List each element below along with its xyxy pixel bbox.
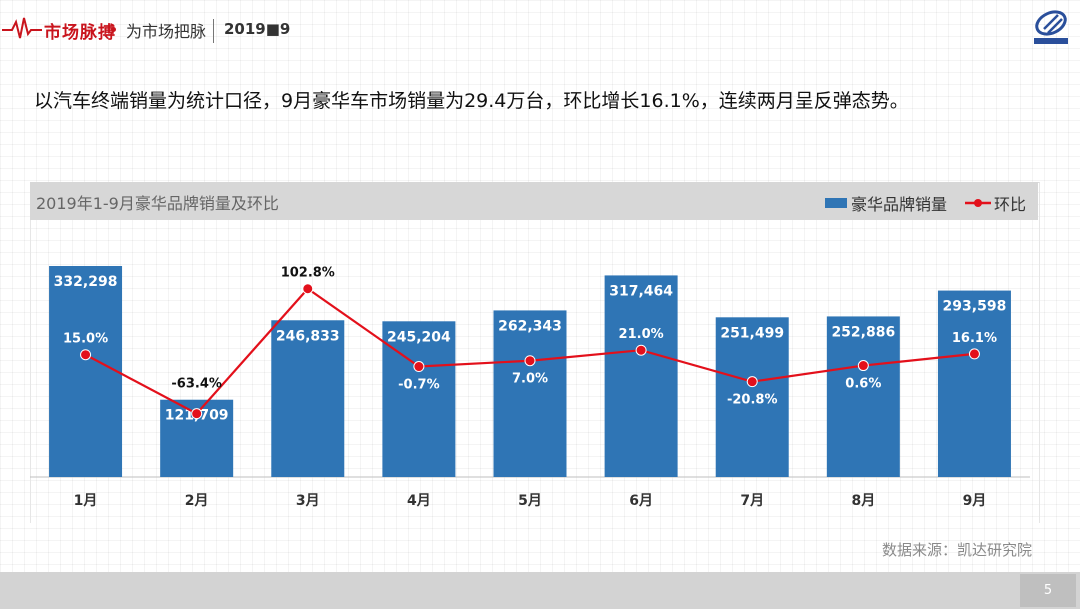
mom-point-7: [746, 376, 758, 388]
legend-item-sales: 豪华品牌销量: [824, 191, 947, 215]
mom-value-label: 7.0%: [512, 372, 548, 387]
x-tick-label: 6月: [629, 493, 653, 509]
bar-8: [826, 316, 900, 477]
mom-value-label: -0.7%: [398, 378, 439, 393]
bar-value-label: 245,204: [387, 329, 451, 345]
bar-1: [49, 266, 123, 477]
mom-point-2: [191, 408, 203, 420]
bar-value-label: 332,298: [54, 274, 118, 290]
mom-point-4: [413, 361, 425, 373]
legend-label-sales: 豪华品牌销量: [850, 195, 947, 214]
legend-label-mom: 环比: [993, 195, 1026, 214]
bar-6: [604, 275, 678, 477]
mom-point-8: [857, 360, 869, 372]
x-tick-label: 1月: [74, 493, 98, 509]
pulse-icon: [2, 17, 42, 39]
headline: 以汽车终端销量为统计口径，9月豪华车市场销量为29.4万台，环比增长16.1%，…: [34, 90, 909, 112]
mom-value-label: -20.8%: [727, 393, 778, 408]
legend-item-mom: 环比: [964, 191, 1026, 215]
mom-value-label: -63.4%: [171, 377, 222, 392]
bar-value-label: 246,833: [276, 328, 340, 344]
x-tick-label: 9月: [963, 493, 987, 509]
company-logo-icon: [1034, 10, 1068, 44]
bar-value-label: 317,464: [609, 283, 673, 299]
header-divider: [213, 19, 214, 43]
x-tick-label: 5月: [518, 493, 542, 509]
bar-3: [271, 320, 345, 477]
mom-value-label: 21.0%: [619, 327, 664, 342]
bar-value-label: 293,598: [943, 299, 1007, 315]
x-tick-label: 8月: [851, 493, 875, 509]
mom-value-label: 15.0%: [63, 332, 108, 347]
x-tick-label: 4月: [407, 493, 431, 509]
bar-4: [382, 321, 456, 477]
chart-legend: 豪华品牌销量 环比: [807, 191, 1026, 215]
bar-value-label: 262,343: [498, 318, 562, 334]
chart-title: 2019年1-9月豪华品牌销量及环比: [36, 194, 279, 213]
issue-label: 2019■9: [224, 20, 291, 38]
chart-header: 2019年1-9月豪华品牌销量及环比 豪华品牌销量 环比: [30, 182, 1038, 220]
bar-7: [715, 317, 789, 477]
bar-5: [493, 310, 567, 477]
page-number: 5: [1020, 574, 1076, 607]
x-tick-label: 7月: [740, 493, 764, 509]
mom-point-3: [302, 283, 314, 295]
mom-value-label: 0.6%: [845, 377, 881, 392]
header: 市场脉搏 为市场把脉 2019■9: [0, 0, 1080, 62]
legend-line-swatch: [964, 199, 991, 207]
mom-value-label: 102.8%: [281, 266, 335, 281]
footer-band: [0, 572, 1080, 609]
brand-name: 市场脉搏: [44, 23, 116, 43]
tagline: 为市场把脉: [126, 22, 207, 41]
bar-9: [937, 290, 1011, 477]
mom-point-1: [80, 349, 92, 361]
bar-value-label: 251,499: [720, 325, 784, 341]
bullet-dot: [111, 27, 116, 32]
mom-point-5: [524, 355, 536, 367]
legend-bar-swatch: [824, 198, 847, 208]
x-tick-label: 2月: [185, 493, 209, 509]
bar-value-label: 252,886: [831, 324, 895, 340]
mom-value-label: 16.1%: [952, 331, 997, 346]
x-tick-label: 3月: [296, 493, 320, 509]
mom-point-6: [635, 344, 647, 356]
data-source: 数据来源：凯达研究院: [881, 541, 1032, 559]
mom-point-9: [968, 348, 980, 360]
